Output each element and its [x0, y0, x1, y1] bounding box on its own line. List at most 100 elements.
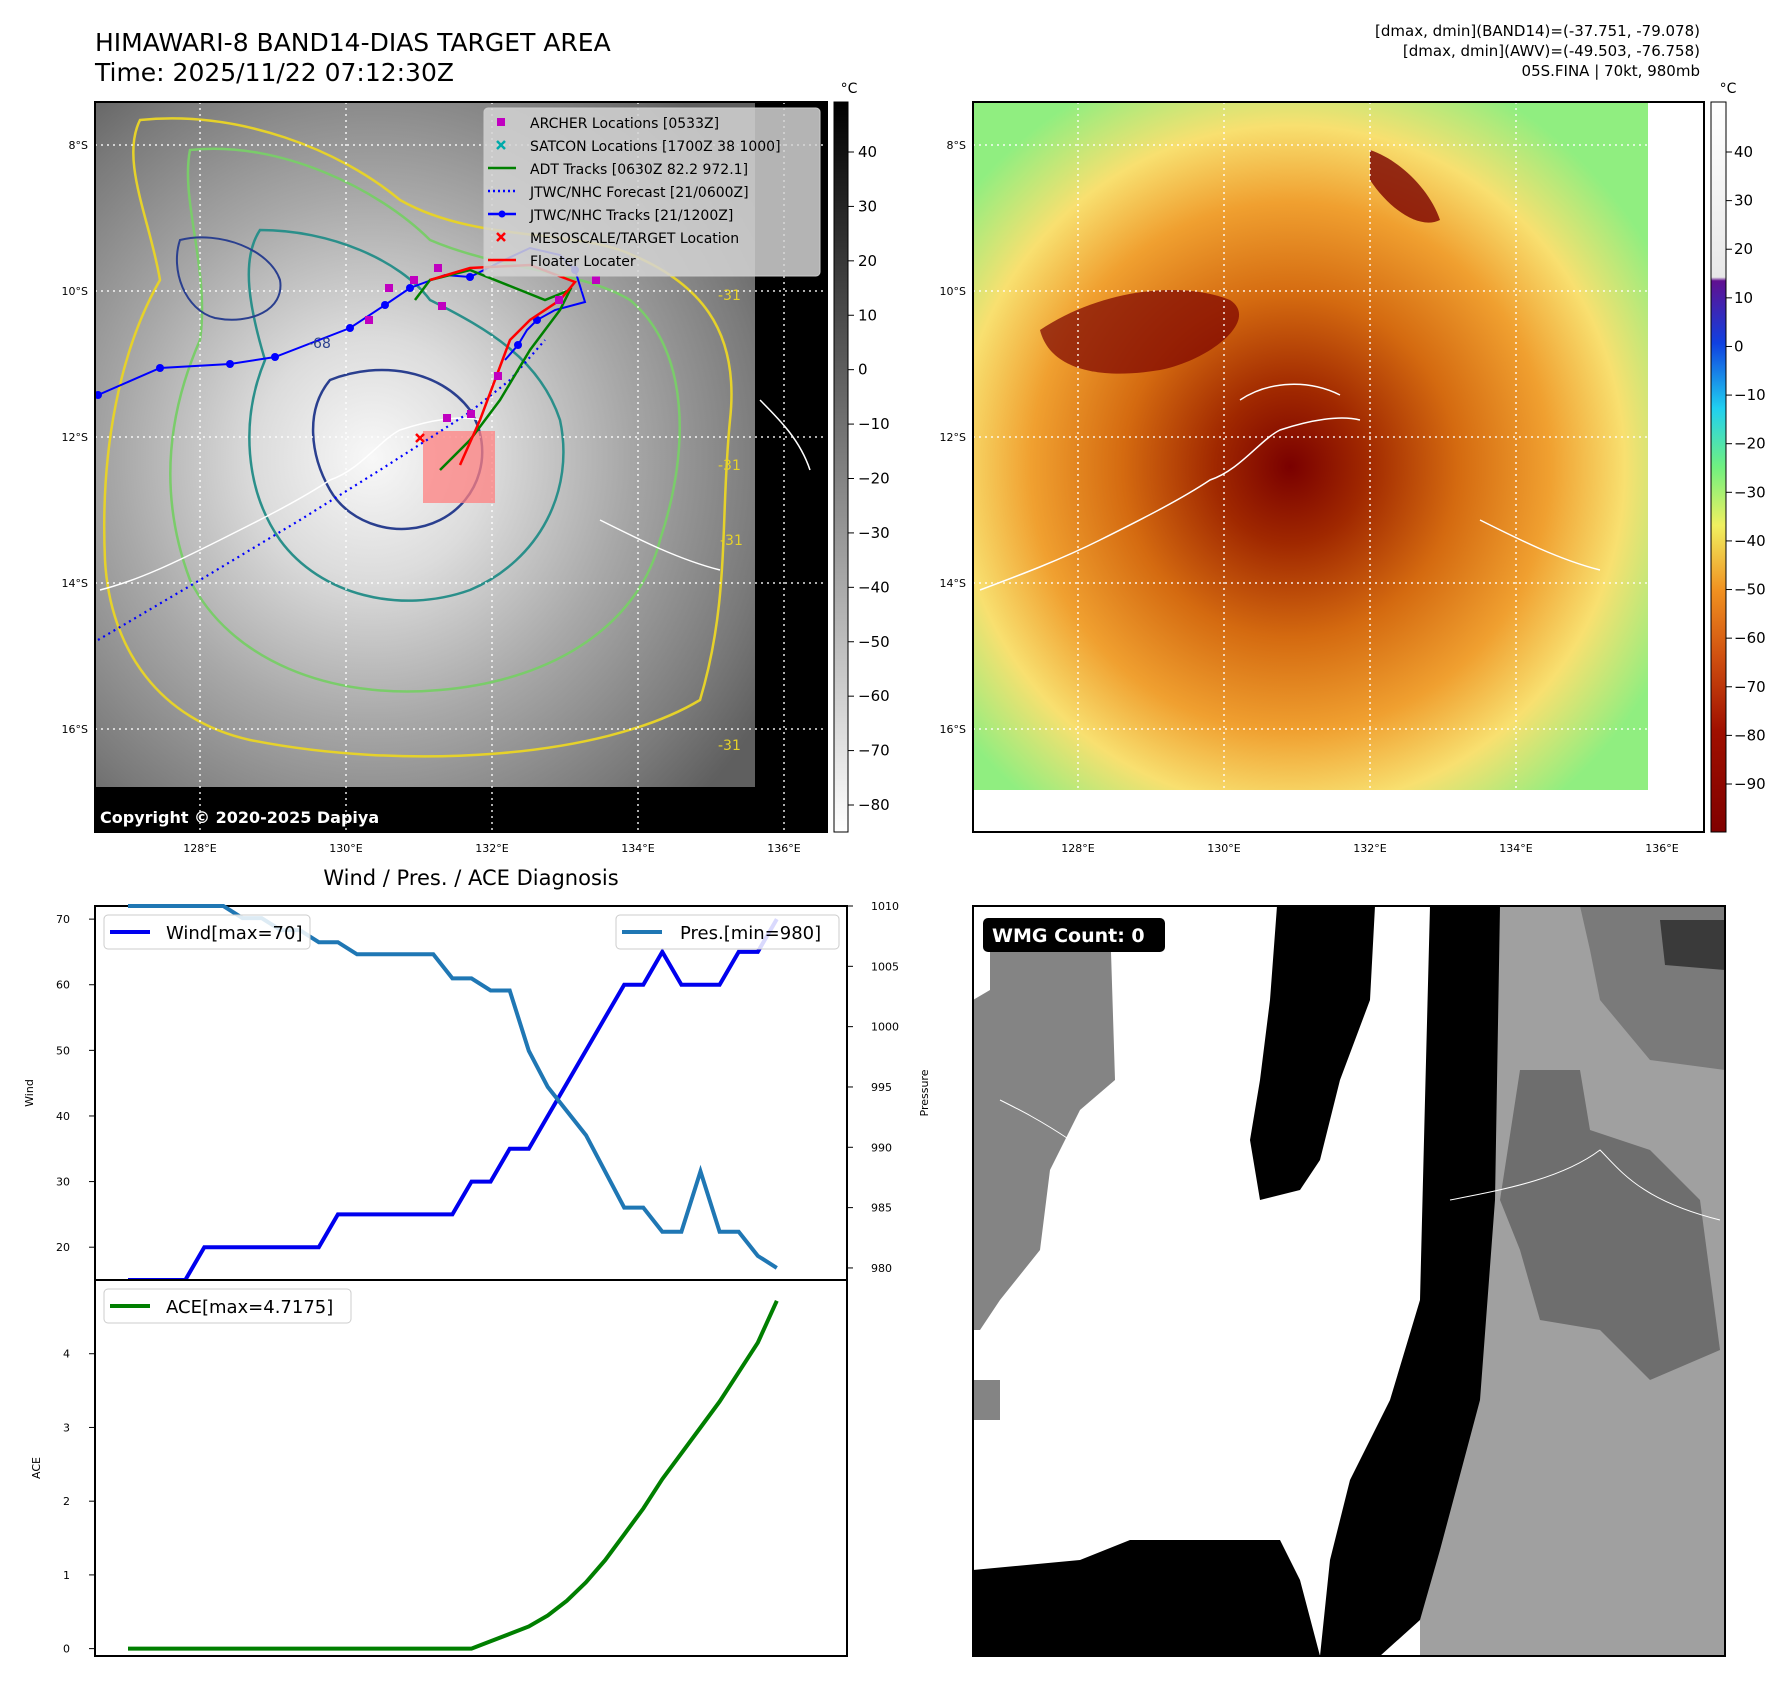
- colorbar-tick-label: −70: [858, 742, 890, 760]
- colorbar-tick-label: 30: [1734, 192, 1753, 210]
- contour-navy-2: [175, 236, 282, 321]
- target-marker-icon: [496, 232, 506, 242]
- ir-gray-map: -31 -68 -31 -31 -31 Copyright © 2020-202…: [62, 101, 828, 855]
- header-right-line3: 05S.FINA | 70kt, 980mb: [1521, 62, 1700, 80]
- contour-navy: [311, 368, 484, 531]
- wind-tick-label: 30: [56, 1176, 70, 1189]
- lat-label: 8°S: [69, 139, 88, 152]
- target-x-marker: [415, 433, 425, 443]
- chart-time: Time: 2025/11/22 07:12:30Z: [95, 58, 454, 87]
- wmg-gray-region: [973, 920, 1115, 1330]
- wmg-black-stripe: [1320, 906, 1500, 1656]
- wmg-dark-gray-region: [1500, 1070, 1720, 1380]
- colorbar-tick-label: −60: [1734, 629, 1766, 647]
- contour-label: -31: [720, 533, 743, 549]
- ace-tick-label: 2: [63, 1495, 70, 1508]
- ace-tick-label: 1: [63, 1569, 70, 1582]
- legend-label: ACE[max=4.7175]: [166, 1297, 333, 1318]
- legend-label: Wind[max=70]: [166, 923, 303, 944]
- colorbar-unit: °C: [841, 81, 858, 97]
- pressure-legend: Pres.[min=980]: [615, 914, 840, 950]
- colorbar-tick-label: −90: [1734, 775, 1766, 793]
- legend-label: Floater Locater: [530, 254, 636, 270]
- chart-title: HIMAWARI-8 BAND14-DIAS TARGET AREA: [95, 28, 611, 57]
- colorbar-tick-label: −50: [1734, 581, 1766, 599]
- ace-series-line: [128, 1299, 779, 1651]
- colorbar-tick-label: 0: [1734, 337, 1744, 355]
- ace-chart: 0 1 2 3 4 ACE ACE[max=4.7175]: [30, 1279, 848, 1657]
- lat-label: 12°S: [940, 431, 966, 444]
- legend-label: Pres.[min=980]: [680, 923, 821, 944]
- contour-label: -31: [718, 738, 741, 754]
- legend-label: JTWC/NHC Forecast [21/0600Z]: [529, 185, 749, 201]
- lat-label: 10°S: [940, 285, 966, 298]
- pressure-axis-label: Pressure: [918, 1069, 931, 1116]
- colorbar-tick-label: −80: [1734, 726, 1766, 744]
- legend-label: JTWC/NHC Tracks [21/1200Z]: [529, 208, 733, 224]
- pressure-tick-label: 1000: [871, 1021, 899, 1034]
- satcon-marker-icon: [496, 140, 506, 150]
- header-right-line2: [dmax, dmin](AWV)=(-49.503, -76.758): [1402, 42, 1700, 60]
- ace-tick-label: 3: [63, 1421, 70, 1434]
- wind-series-line: [128, 918, 779, 1282]
- wmg-black-region-bottom: [973, 1540, 1320, 1656]
- lat-label: 16°S: [940, 723, 966, 736]
- ace-tick-label: 4: [63, 1348, 70, 1361]
- ace-legend: ACE[max=4.7175]: [103, 1288, 352, 1324]
- pressure-tick-label: 990: [871, 1141, 892, 1154]
- contour-yellow: [103, 117, 733, 758]
- wmg-black-region-top: [1250, 906, 1375, 1200]
- wind-tick-label: 20: [56, 1241, 70, 1254]
- colorbar-tick-label: 30: [858, 197, 877, 215]
- colorbar-tick-label: 20: [1734, 240, 1753, 258]
- colorbar-tick-label: 10: [1734, 289, 1753, 307]
- colorbar-tick-label: −60: [858, 687, 890, 705]
- lon-label: 130°E: [329, 842, 362, 855]
- adt-track-line: [414, 268, 573, 471]
- contour-label: -31: [718, 288, 741, 304]
- pressure-tick-label: 980: [871, 1262, 892, 1275]
- colorbar-tick-label: 20: [858, 252, 877, 270]
- contour-label: -68: [308, 336, 331, 352]
- wind-legend: Wind[max=70]: [103, 914, 311, 950]
- colorbar-tick-label: 10: [858, 306, 877, 324]
- lon-label: 134°E: [621, 842, 654, 855]
- lat-label: 14°S: [62, 577, 88, 590]
- legend-label: ADT Tracks [0630Z 82.2 972.1]: [530, 162, 748, 178]
- wind-tick-label: 50: [56, 1044, 70, 1057]
- pressure-tick-label: 1010: [871, 900, 899, 913]
- copyright-text: Copyright © 2020-2025 Dapiya: [100, 808, 379, 827]
- lon-label: 128°E: [183, 842, 216, 855]
- wind-axis-label: Wind: [23, 1079, 36, 1107]
- lat-label: 14°S: [940, 577, 966, 590]
- ir-color-imagery: [973, 102, 1648, 790]
- wind-pressure-chart: 20 30 40 50 60 70 980 985 990 995 1000 1005 1010 Wi…: [23, 900, 931, 1282]
- colorbar-tick-label: −30: [1734, 483, 1766, 501]
- wmg-count-text: WMG Count: 0: [992, 925, 1145, 947]
- colorbar-tick-label: −80: [858, 796, 890, 814]
- legend-label: MESOSCALE/TARGET Location: [530, 231, 739, 247]
- contour-teal: [247, 228, 565, 602]
- legend-label: ARCHER Locations [0533Z]: [530, 116, 719, 132]
- legend-label: SATCON Locations [1700Z 38 1000]: [530, 139, 781, 155]
- colorbar-unit: °C: [1720, 81, 1737, 97]
- archer-marker-icon: [497, 118, 505, 126]
- colorbar-tick-label: 40: [858, 143, 877, 161]
- coastline: [99, 399, 811, 591]
- ace-tick-label: 0: [63, 1643, 70, 1656]
- lon-label: 132°E: [1353, 842, 1386, 855]
- lon-label: 132°E: [475, 842, 508, 855]
- coastline: [979, 383, 1601, 591]
- lon-label: 134°E: [1499, 842, 1532, 855]
- lon-label: 130°E: [1207, 842, 1240, 855]
- colorbar-tick-label: −10: [858, 415, 890, 433]
- map-legend: ARCHER Locations [0533Z] SATCON Location…: [483, 107, 821, 277]
- color-colorbar: °C 40 30 20 10 0 −10 −20 −30 −40 −50 −60 −70 −80 −90: [1710, 81, 1766, 833]
- lon-label: 136°E: [767, 842, 800, 855]
- pressure-tick-label: 985: [871, 1202, 892, 1215]
- lat-label: 10°S: [62, 285, 88, 298]
- colorbar-tick-label: −20: [1734, 435, 1766, 453]
- contour-label: -31: [718, 458, 741, 474]
- lat-label: 12°S: [62, 431, 88, 444]
